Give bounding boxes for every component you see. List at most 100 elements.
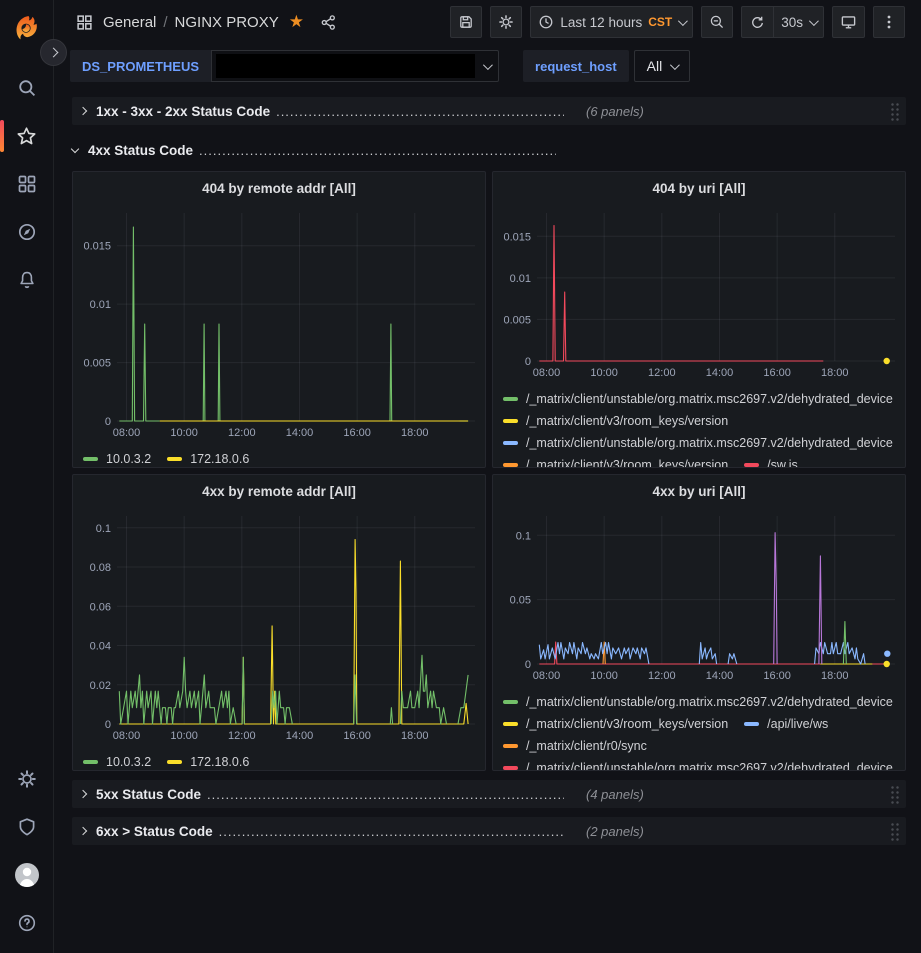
sidebar-item-explore[interactable] <box>0 208 53 256</box>
panel-title[interactable]: 404 by uri [All] <box>493 172 905 204</box>
panel-body: 00.050.108:0010:0012:0014:0016:0018:00 <box>493 507 905 689</box>
legend-item[interactable]: /api/live/ws <box>744 713 828 735</box>
sidebar-item-starred[interactable] <box>0 112 53 160</box>
series-color-swatch <box>503 744 518 748</box>
legend-item[interactable]: /sw.js <box>744 454 798 468</box>
svg-text:08:00: 08:00 <box>533 670 561 682</box>
row-title: 5xx Status Code <box>96 787 201 802</box>
timeseries-chart[interactable]: 00.050.108:0010:0012:0014:0016:0018:00 <box>499 507 901 684</box>
breadcrumb-folder[interactable]: General <box>103 14 156 31</box>
svg-text:12:00: 12:00 <box>228 730 256 742</box>
legend-item[interactable]: 172.18.0.6 <box>167 751 249 771</box>
svg-text:18:00: 18:00 <box>401 427 429 439</box>
svg-text:14:00: 14:00 <box>706 367 734 379</box>
legend-item[interactable]: /_matrix/client/unstable/org.matrix.msc2… <box>503 691 893 713</box>
star-icon <box>16 126 37 147</box>
refresh-interval-label: 30s <box>781 15 803 30</box>
refresh-interval-dropdown[interactable]: 30s <box>773 6 824 38</box>
dashboard-canvas: 1xx - 3xx - 2xx Status Code ............… <box>54 88 921 953</box>
panel-title[interactable]: 404 by remote addr [All] <box>73 172 485 204</box>
svg-text:12:00: 12:00 <box>648 367 676 379</box>
sidebar-bottom <box>0 755 53 947</box>
sidebar-item-alerting[interactable] <box>0 256 53 304</box>
chevron-down-icon <box>678 16 688 26</box>
legend-item[interactable]: /_matrix/client/unstable/org.matrix.msc2… <box>503 432 893 454</box>
row-drag-handle[interactable] <box>890 822 900 841</box>
svg-text:10:00: 10:00 <box>590 670 618 682</box>
sidebar-item-server-admin[interactable] <box>0 803 53 851</box>
timeseries-chart[interactable]: 00.0050.010.01508:0010:0012:0014:0016:00… <box>499 204 901 381</box>
row-5xx[interactable]: 5xx Status Code ........................… <box>72 780 906 808</box>
panel-404-by-uri-all-: 404 by uri [All]00.0050.010.01508:0010:0… <box>492 171 906 468</box>
favorite-star-icon[interactable]: ★ <box>289 12 304 32</box>
row-1xx-3xx-2xx[interactable]: 1xx - 3xx - 2xx Status Code ............… <box>72 97 906 125</box>
svg-text:14:00: 14:00 <box>706 670 734 682</box>
panel-legend: 10.0.3.2 172.18.0.6 <box>73 749 485 771</box>
grafana-logo[interactable] <box>12 12 42 42</box>
svg-text:0: 0 <box>105 416 111 428</box>
legend-item[interactable]: 172.18.0.6 <box>167 448 249 468</box>
share-icon[interactable] <box>320 14 337 31</box>
panel-4xx-by-remote-addr-all-: 4xx by remote addr [All]00.020.040.060.0… <box>72 474 486 771</box>
svg-text:0.06: 0.06 <box>90 601 111 613</box>
sidebar-item-dashboards[interactable] <box>0 160 53 208</box>
breadcrumb-dashboard-title[interactable]: NGINX PROXY <box>175 14 279 31</box>
chevron-down-icon <box>809 16 819 26</box>
timeseries-chart[interactable]: 00.0050.010.01508:0010:0012:0014:0016:00… <box>79 204 481 441</box>
datasource-variable-label[interactable]: DS_PROMETHEUS <box>70 50 211 82</box>
monitor-icon <box>840 14 857 31</box>
dashboard-header: General / NGINX PROXY ★ <box>54 0 921 44</box>
svg-text:0.01: 0.01 <box>510 273 531 285</box>
svg-text:12:00: 12:00 <box>648 670 676 682</box>
series-label: /_matrix/client/unstable/org.matrix.msc2… <box>526 392 893 406</box>
dashboard-settings-button[interactable] <box>490 6 522 38</box>
breadcrumb: General / NGINX PROXY <box>103 14 279 31</box>
timeseries-chart[interactable]: 00.020.040.060.080.108:0010:0012:0014:00… <box>79 507 481 744</box>
panel-title[interactable]: 4xx by uri [All] <box>493 475 905 507</box>
grafana-app: General / NGINX PROXY ★ <box>0 0 921 953</box>
gear-icon <box>498 14 514 30</box>
legend-item[interactable]: /_matrix/client/v3/room_keys/version <box>503 454 728 468</box>
panel-legend: /_matrix/client/unstable/org.matrix.msc2… <box>493 689 905 771</box>
sidebar-item-settings[interactable] <box>0 755 53 803</box>
save-dashboard-button[interactable] <box>450 6 482 38</box>
refresh-button[interactable] <box>741 6 773 38</box>
panel-title[interactable]: 4xx by remote addr [All] <box>73 475 485 507</box>
row-drag-handle[interactable] <box>890 102 900 121</box>
row-4xx[interactable]: 4xx Status Code ........................… <box>72 136 906 164</box>
legend-item[interactable]: /_matrix/client/unstable/org.matrix.msc2… <box>503 757 893 771</box>
time-range-picker[interactable]: Last 12 hours CST <box>530 6 693 38</box>
sidebar-item-profile[interactable] <box>0 851 53 899</box>
legend-item[interactable]: /_matrix/client/v3/room_keys/version <box>503 410 728 432</box>
sidebar-item-search[interactable] <box>0 64 53 112</box>
legend-item[interactable]: /_matrix/client/r0/sync <box>503 735 647 757</box>
panel-404-by-remote-addr-all-: 404 by remote addr [All]00.0050.010.0150… <box>72 171 486 468</box>
cycle-view-mode-button[interactable] <box>832 6 865 38</box>
row-6xx[interactable]: 6xx > Status Code ......................… <box>72 817 906 845</box>
legend-item[interactable]: 10.0.3.2 <box>83 751 151 771</box>
breadcrumb-separator: / <box>163 14 167 31</box>
legend-item[interactable]: 10.0.3.2 <box>83 448 151 468</box>
panel-legend: 10.0.3.2 172.18.0.6 <box>73 446 485 468</box>
series-label: /_matrix/client/unstable/org.matrix.msc2… <box>526 436 893 450</box>
request-host-variable-select[interactable]: All <box>634 50 691 82</box>
svg-text:0: 0 <box>525 659 531 671</box>
datasource-variable-select[interactable] <box>211 50 499 82</box>
request-host-variable-label[interactable]: request_host <box>523 50 629 82</box>
series-color-swatch <box>167 760 182 764</box>
series-color-swatch <box>503 766 518 770</box>
row-drag-handle[interactable] <box>890 785 900 804</box>
sidebar-nav <box>0 64 53 304</box>
more-options-kebab-button[interactable] <box>873 6 905 38</box>
zoom-out-time-button[interactable] <box>701 6 733 38</box>
help-icon <box>17 913 37 933</box>
svg-text:0.01: 0.01 <box>90 299 111 311</box>
save-icon <box>458 14 474 30</box>
sidebar-item-help[interactable] <box>0 899 53 947</box>
clock-icon <box>538 14 554 30</box>
svg-text:08:00: 08:00 <box>533 367 561 379</box>
legend-item[interactable]: /_matrix/client/unstable/org.matrix.msc2… <box>503 388 893 410</box>
expand-sidebar-button[interactable] <box>40 39 67 66</box>
legend-item[interactable]: /_matrix/client/v3/room_keys/version <box>503 713 728 735</box>
svg-text:0.015: 0.015 <box>503 231 531 243</box>
